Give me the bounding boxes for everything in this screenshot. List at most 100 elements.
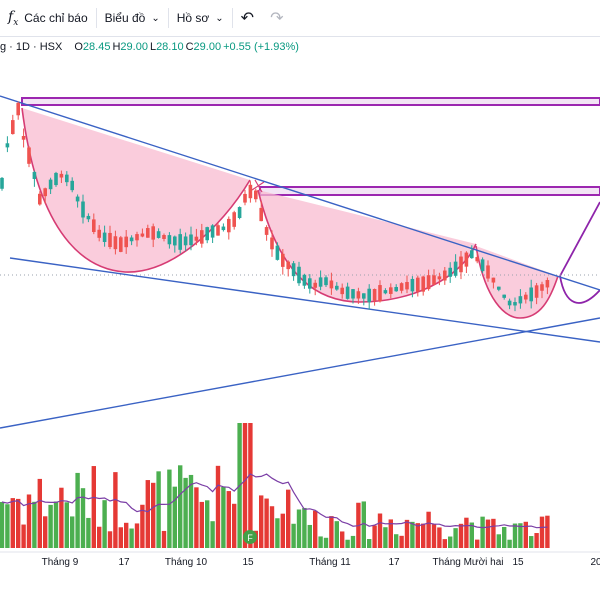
event-flag-icon[interactable]: [243, 530, 257, 544]
toolbar-divider: [231, 8, 233, 28]
low-value: 28.10: [156, 41, 184, 53]
candle-body: [38, 193, 42, 205]
toolbar-divider: [95, 8, 97, 28]
price-chart[interactable]: F Tháng 9 17 Tháng 10 15 Tháng 11 17 Tháng Mườ…: [0, 56, 600, 600]
candle-body: [524, 294, 528, 300]
candle-body: [200, 230, 204, 244]
volume-bar: [313, 510, 318, 548]
volume-bar: [210, 521, 215, 548]
candle-body: [189, 234, 193, 246]
volume-bar: [399, 535, 404, 548]
candle-body: [475, 257, 479, 262]
cup-pattern-fill: [22, 108, 250, 273]
volume-bar: [167, 469, 172, 548]
chart-menu-label: Biểu đồ: [104, 11, 146, 25]
volume-bar: [75, 472, 80, 548]
volume-bar: [151, 482, 156, 548]
candle-body: [432, 275, 436, 285]
candle-body: [183, 236, 188, 246]
volume-bar: [518, 523, 523, 548]
volume-bar: [431, 524, 437, 548]
candle-body: [324, 277, 328, 286]
candle-body: [470, 250, 474, 259]
candle-body: [254, 190, 258, 200]
candle-body: [27, 147, 31, 164]
volume-bar: [307, 524, 312, 548]
volume-bar: [86, 517, 91, 548]
volume-bar: [448, 536, 453, 548]
redo-icon: ↷: [270, 10, 284, 27]
candle-body: [129, 237, 134, 242]
candle-body: [486, 265, 490, 279]
volume-bar: [32, 501, 37, 548]
toolbar-divider: [167, 8, 169, 28]
candle-body: [540, 284, 544, 291]
volume-bar: [264, 498, 269, 548]
volume-bar: [361, 501, 366, 548]
symbol-label[interactable]: g · 1D · HSX: [0, 41, 63, 53]
candle-body: [356, 291, 361, 299]
undo-button[interactable]: ↶: [233, 0, 262, 36]
profile-menu-button[interactable]: Hồ sơ ⌄: [169, 0, 232, 36]
volume-bar: [156, 471, 161, 548]
volume-bar: [113, 472, 118, 548]
candle-body: [443, 270, 447, 281]
change-value: +0.55 (+1.93%): [223, 41, 299, 53]
volume-bar: [188, 474, 194, 548]
event-flag-letter: F: [247, 533, 253, 543]
candle-body: [102, 232, 107, 242]
volume-bar: [194, 487, 199, 548]
volume-bar: [59, 487, 64, 548]
candle-body: [529, 287, 533, 302]
candle-body: [119, 237, 123, 252]
volume-bar: [529, 536, 534, 548]
volume-bar: [26, 494, 32, 548]
candle-body: [313, 282, 317, 288]
indicators-button[interactable]: fx Các chỉ báo: [0, 0, 96, 36]
candle-body: [340, 287, 344, 295]
volume-bar: [183, 477, 188, 548]
volume-bar: [372, 525, 377, 548]
chevron-down-icon: ⌄: [151, 12, 160, 24]
chart-menu-button[interactable]: Biểu đồ ⌄: [97, 0, 168, 36]
candle-body: [11, 120, 15, 135]
volume-bar: [485, 519, 491, 548]
candle-body: [65, 174, 69, 183]
candle-body: [232, 212, 236, 227]
x-tick-label: Tháng Mười hai: [432, 557, 503, 568]
candle-body: [146, 228, 150, 238]
candle-body: [335, 285, 339, 290]
high-value: 29.00: [120, 41, 148, 53]
candle-body: [459, 256, 463, 273]
candle-body: [259, 207, 263, 222]
redo-button[interactable]: ↷: [262, 0, 291, 36]
profile-menu-label: Hồ sơ: [176, 11, 210, 25]
candle-body: [221, 226, 226, 231]
volume-bar: [329, 516, 334, 548]
volume-bar: [394, 534, 399, 548]
candle-body: [426, 275, 431, 290]
volume-bar: [410, 521, 415, 548]
x-tick-label: Tháng 9: [42, 557, 79, 568]
undo-icon: ↶: [240, 10, 255, 27]
volume-bar: [129, 528, 134, 548]
candle-body: [389, 287, 393, 294]
volume-bar: [437, 527, 442, 548]
close-value: 29.00: [193, 41, 222, 53]
candle-body: [362, 293, 366, 299]
volume-bar: [350, 535, 356, 548]
candle-body: [140, 233, 145, 237]
x-tick-label: Tháng 10: [165, 557, 208, 568]
volume-bar: [64, 502, 69, 548]
volume-bar: [70, 516, 75, 548]
candle-body: [545, 280, 550, 288]
candle-body: [345, 286, 350, 299]
volume-bar: [145, 480, 150, 548]
resistance-zone-lower: [259, 186, 600, 196]
volume-bar: [178, 465, 183, 548]
candle-body: [86, 215, 91, 220]
uptrend-line: [0, 317, 600, 429]
ohlc-legend: g · 1D · HSX O 28.45 H 29.00 L 28.10 C 29.00…: [0, 38, 299, 56]
volume-bar: [80, 488, 86, 548]
volume-bar: [91, 466, 96, 548]
